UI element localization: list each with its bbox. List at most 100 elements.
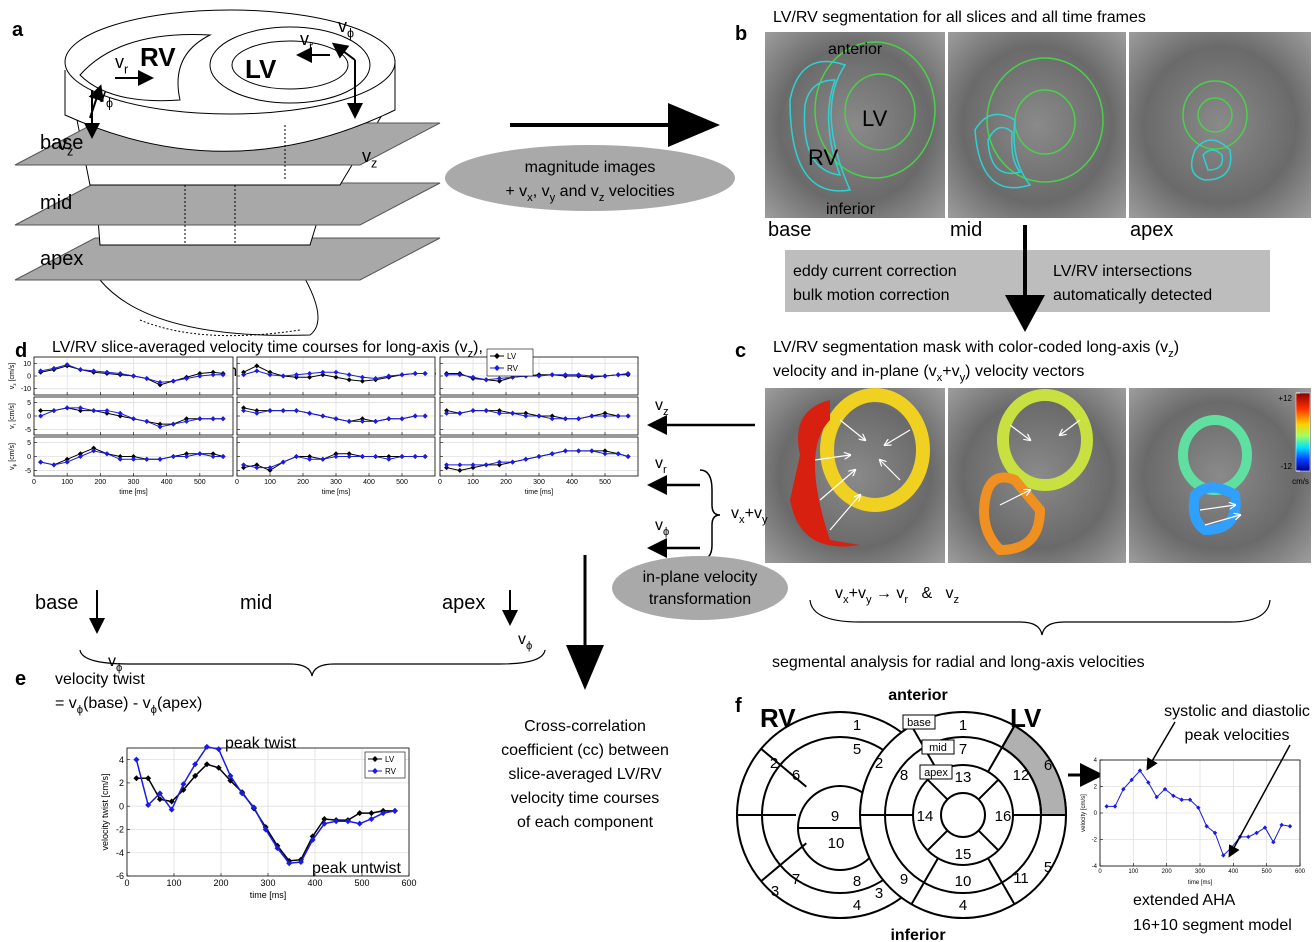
correction-text: bulk motion correction	[793, 287, 950, 304]
x-tick-label: 600	[1295, 869, 1306, 875]
slice-label: mid	[40, 192, 72, 214]
correction-text: automatically detected	[1053, 287, 1212, 304]
component-label-part: v	[655, 455, 663, 472]
x-tick-label: 0	[438, 479, 442, 486]
vector-label-part: v	[97, 86, 106, 106]
y-tick-label: 0	[119, 801, 124, 811]
x-tick-label: 0	[32, 479, 36, 486]
vector-label-part: v	[362, 146, 371, 166]
x-tick-label: 100	[467, 479, 479, 486]
component-label-part: z	[663, 406, 669, 418]
level-label: base	[907, 717, 931, 729]
x-tick-label: 300	[260, 878, 275, 888]
segment-number: 10	[828, 835, 845, 852]
y-tick-label: 5	[27, 400, 31, 407]
figure: aRVLVvrvϕvzvrvϕvzbasemidapexmagnitude im…	[0, 0, 1316, 942]
flow-arrowhead	[566, 645, 604, 690]
segment-number: 10	[955, 873, 972, 890]
y-axis-label-part: [cm/s]	[9, 363, 16, 384]
input-ellipse	[445, 145, 735, 211]
vector-label-part: r	[124, 62, 128, 76]
segment-number: 9	[900, 871, 908, 888]
panel-title: velocity and in-plane (vx+vy) velocity v…	[773, 363, 1084, 384]
x-tick-label: 0	[1098, 869, 1102, 875]
vector-label-part: ϕ	[106, 96, 113, 110]
x-tick-label: 100	[166, 878, 181, 888]
y-tick-label: 0	[1094, 811, 1098, 817]
component-label-part: v	[655, 397, 663, 414]
panel-letter: c	[735, 340, 746, 362]
transform-label-part: +v	[849, 585, 866, 602]
twist-label: vϕ	[518, 631, 532, 652]
segment-number: 3	[771, 883, 779, 900]
x-tick-label: 400	[307, 878, 322, 888]
heart-illustration	[15, 10, 440, 336]
x-tick-label: 200	[297, 479, 309, 486]
y-tick-label: -2	[1092, 838, 1098, 844]
segment-number: 8	[900, 767, 908, 784]
vector-label-part: v	[300, 29, 309, 49]
brace	[810, 600, 1270, 635]
chamber-label: LV	[1010, 703, 1042, 733]
panel-letter: a	[12, 19, 24, 41]
component-label: vϕ	[655, 517, 669, 538]
cc-text: coefficient (cc) between	[501, 742, 669, 759]
x-tick-label: 500	[396, 479, 408, 486]
x-tick-label: 200	[500, 479, 512, 486]
segment-number: 14	[917, 808, 934, 825]
x-tick-label: 200	[94, 479, 106, 486]
flow-arrowhead	[1005, 295, 1045, 332]
y-tick-label: -5	[25, 427, 31, 434]
correction-text: LV/RV intersections	[1053, 263, 1192, 280]
x-tick-label: 300	[533, 479, 545, 486]
transform-label: vx+vy → vr & vz	[835, 585, 960, 606]
transformation-label: in-plane velocity	[643, 569, 758, 586]
segment-number: 11	[1013, 870, 1029, 887]
twist-label-part: v	[518, 631, 526, 648]
segment-number: 6	[1044, 757, 1052, 774]
panel-letter: d	[15, 340, 27, 362]
panel-letter: e	[15, 668, 26, 690]
slice-label: apex	[1130, 219, 1173, 241]
twist-label-part: ϕ	[526, 640, 532, 652]
x-tick-label: 400	[161, 479, 173, 486]
velocity-images	[765, 388, 1311, 563]
correction-text: eddy current correction	[793, 263, 957, 280]
x-tick-label: 400	[566, 479, 578, 486]
segment-number: 15	[955, 846, 972, 863]
segment-number: 5	[1044, 859, 1052, 876]
x-tick-label: 200	[1162, 869, 1173, 875]
panel-letter: f	[735, 695, 742, 717]
orientation-label: anterior	[888, 687, 948, 704]
transform-label-part: & v	[908, 585, 953, 602]
model-label: extended AHA	[1133, 892, 1236, 909]
panel-title-part: LV/RV slice-averaged velocity time cours…	[52, 339, 468, 356]
segment-number: 9	[831, 808, 839, 825]
input-label: magnitude images	[525, 159, 656, 176]
segmentation-images	[765, 32, 1311, 218]
segment-number: 1	[959, 717, 967, 734]
chamber-label: RV	[140, 42, 176, 72]
segment-number: 12	[1013, 767, 1030, 784]
x-tick-label: 500	[354, 878, 369, 888]
orientation-label: inferior	[890, 927, 945, 942]
column-label: apex	[442, 592, 485, 614]
x-tick-label: 600	[401, 878, 416, 888]
input-label-part: , v	[533, 183, 550, 200]
cc-text: velocity time courses	[511, 790, 660, 807]
cc-text: of each component	[517, 814, 654, 831]
panel-letter: b	[735, 23, 747, 45]
chamber-label: RV	[760, 703, 796, 733]
y-tick-label: 2	[119, 778, 124, 788]
panel-title-part: = v	[55, 695, 77, 712]
annotation: peak untwist	[312, 860, 401, 877]
panel-title: LV/RV segmentation for all slices and al…	[773, 9, 1146, 26]
y-tick-label: 2	[1094, 785, 1098, 791]
x-tick-label: 500	[599, 479, 611, 486]
inplane-label-part: v	[731, 505, 739, 522]
transformation-ellipse	[612, 556, 788, 620]
orientation-label: inferior	[826, 201, 876, 218]
transform-label-part: → v	[872, 585, 905, 602]
segment-number: 5	[853, 741, 861, 758]
panel-title-part: LV/RV segmentation mask with color-coded…	[773, 339, 1168, 356]
